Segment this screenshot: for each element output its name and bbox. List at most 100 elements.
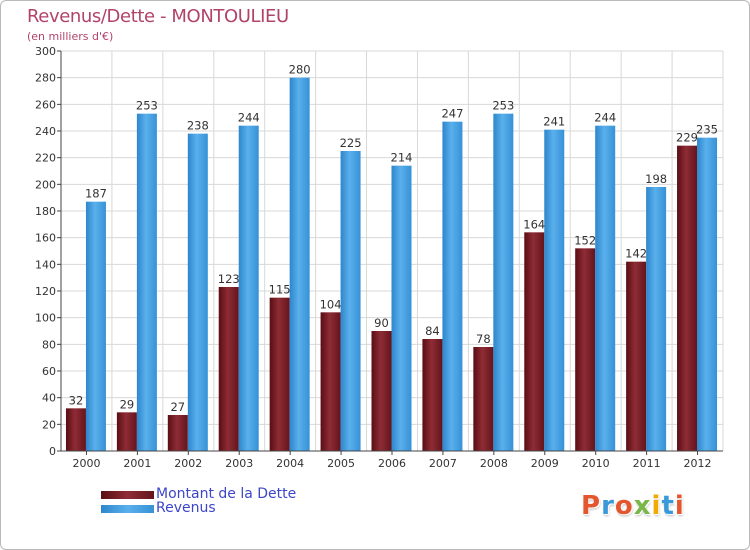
- y-tick-label: 120: [35, 285, 56, 298]
- data-labels-layer: 32 187 29 253 27 238 123 244 115 280 104 225 90 214 84…: [69, 63, 718, 414]
- data-label-debt: 142: [625, 247, 647, 261]
- x-tick-label: 2008: [480, 457, 508, 470]
- data-label-revenue: 244: [238, 111, 260, 125]
- data-label-revenue: 280: [289, 63, 311, 77]
- x-tick-label: 2002: [174, 457, 202, 470]
- data-label-revenue: 244: [594, 111, 616, 125]
- x-tick-label: 2004: [276, 457, 304, 470]
- bar-debt: [473, 347, 494, 451]
- axis-layer: 0204060801001201401601802002202402602803…: [35, 45, 723, 470]
- x-tick-label: 2011: [633, 457, 661, 470]
- bar-debt: [269, 297, 290, 451]
- brand-letter: i: [651, 491, 662, 521]
- data-label-revenue: 241: [543, 115, 565, 129]
- bar-revenue: [544, 129, 565, 451]
- bar-debt: [371, 331, 392, 451]
- legend-label-debt: Montant de la Dette: [156, 486, 297, 502]
- y-tick-label: 100: [35, 312, 56, 325]
- legend-label-revenue: Revenus: [156, 500, 216, 516]
- proxiti-logo: Proxiti: [581, 490, 691, 522]
- x-tick-label: 2005: [327, 457, 355, 470]
- data-label-debt: 29: [120, 397, 135, 411]
- data-label-revenue: 238: [187, 119, 209, 133]
- data-label-debt: 164: [523, 217, 545, 231]
- y-tick-label: 300: [35, 45, 56, 58]
- bar-revenue: [238, 125, 259, 452]
- data-label-debt: 84: [425, 324, 440, 338]
- bar-revenue: [85, 201, 106, 451]
- legend-item-debt: Montant de la Dette: [101, 486, 331, 502]
- x-tick-label: 2003: [225, 457, 253, 470]
- y-tick-label: 180: [35, 205, 56, 218]
- x-tick-label: 2009: [531, 457, 559, 470]
- bar-revenue: [442, 121, 463, 452]
- x-tick-label: 2007: [429, 457, 457, 470]
- bar-revenue: [697, 137, 718, 451]
- bar-debt: [524, 232, 545, 451]
- data-label-debt: 152: [574, 233, 596, 247]
- y-tick-label: 40: [42, 392, 56, 405]
- y-tick-label: 280: [35, 72, 56, 85]
- bar-debt: [422, 339, 443, 451]
- data-label-debt: 32: [69, 393, 84, 407]
- data-label-revenue: 253: [492, 99, 514, 113]
- bars-layer: [65, 77, 718, 452]
- data-label-revenue: 247: [441, 107, 463, 121]
- bar-revenue: [595, 125, 616, 452]
- y-tick-label: 20: [42, 418, 56, 431]
- y-tick-label: 140: [35, 258, 56, 271]
- bar-debt: [677, 145, 698, 451]
- data-label-debt: 78: [476, 332, 491, 346]
- y-tick-label: 160: [35, 232, 56, 245]
- data-label-revenue: 253: [136, 99, 158, 113]
- bar-revenue: [646, 187, 667, 451]
- data-label-revenue: 198: [645, 172, 667, 186]
- y-tick-label: 260: [35, 98, 56, 111]
- data-label-debt: 104: [320, 297, 342, 311]
- data-label-debt: 27: [170, 400, 185, 414]
- bar-debt: [218, 287, 239, 451]
- y-tick-label: 220: [35, 152, 56, 165]
- y-tick-label: 80: [42, 338, 56, 351]
- brand-letter: x: [633, 491, 652, 521]
- bar-revenue: [289, 77, 310, 452]
- x-tick-label: 2000: [72, 457, 100, 470]
- brand-letter: r: [601, 491, 615, 521]
- bar-debt: [167, 415, 188, 451]
- legend-item-revenue: Revenus: [101, 500, 331, 516]
- y-tick-label: 200: [35, 178, 56, 191]
- legend: Montant de la Dette Revenus: [101, 486, 351, 520]
- data-label-debt: 123: [218, 272, 240, 286]
- data-label-debt: 90: [374, 316, 389, 330]
- bar-revenue: [187, 133, 208, 451]
- bar-revenue: [493, 113, 514, 452]
- data-label-revenue: 235: [696, 123, 718, 137]
- x-tick-label: 2006: [378, 457, 406, 470]
- y-tick-label: 240: [35, 125, 56, 138]
- data-label-debt: 229: [676, 131, 698, 145]
- bar-debt: [65, 408, 86, 451]
- bar-revenue: [391, 165, 412, 451]
- x-tick-label: 2010: [582, 457, 610, 470]
- bar-debt: [116, 412, 137, 451]
- data-label-revenue: 225: [340, 136, 362, 150]
- legend-swatch-debt: [101, 491, 154, 499]
- y-tick-label: 60: [42, 365, 56, 378]
- x-tick-label: 2001: [123, 457, 151, 470]
- brand-letter: t: [661, 491, 675, 521]
- brand-letter: i: [674, 491, 685, 521]
- brand-letter: P: [581, 491, 602, 521]
- bar-debt: [626, 261, 647, 451]
- bar-revenue: [340, 151, 361, 451]
- bar-revenue: [136, 113, 157, 452]
- y-tick-label: 0: [49, 445, 56, 458]
- data-label-revenue: 187: [85, 187, 107, 201]
- chart-subtitle: (en milliers d'€): [27, 30, 114, 43]
- legend-swatch-revenue: [101, 505, 154, 513]
- data-label-revenue: 214: [391, 151, 413, 165]
- x-tick-label: 2012: [684, 457, 712, 470]
- brand-letter: o: [614, 491, 634, 521]
- bar-debt: [575, 248, 596, 451]
- data-label-debt: 115: [269, 283, 291, 297]
